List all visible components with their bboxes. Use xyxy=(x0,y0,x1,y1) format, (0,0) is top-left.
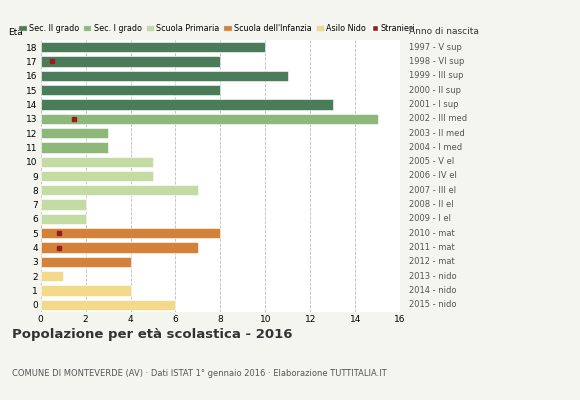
Bar xyxy=(41,257,130,267)
Text: COMUNE DI MONTEVERDE (AV) · Dati ISTAT 1° gennaio 2016 · Elaborazione TUTTITALIA: COMUNE DI MONTEVERDE (AV) · Dati ISTAT 1… xyxy=(12,369,386,378)
Bar xyxy=(41,99,333,110)
Bar xyxy=(41,200,86,210)
Bar xyxy=(41,114,378,124)
Text: 2013 - nido: 2013 - nido xyxy=(409,272,457,281)
Bar xyxy=(41,228,220,238)
Text: 2002 - III med: 2002 - III med xyxy=(409,114,467,123)
Text: 2001 - I sup: 2001 - I sup xyxy=(409,100,459,109)
Text: 2000 - II sup: 2000 - II sup xyxy=(409,86,462,95)
Bar xyxy=(41,156,153,167)
Legend: Sec. II grado, Sec. I grado, Scuola Primaria, Scuola dell'Infanzia, Asilo Nido, : Sec. II grado, Sec. I grado, Scuola Prim… xyxy=(20,24,415,33)
Text: 2008 - II el: 2008 - II el xyxy=(409,200,454,209)
Text: Età: Età xyxy=(8,28,23,37)
Text: 2004 - I med: 2004 - I med xyxy=(409,143,463,152)
Text: 2010 - mat: 2010 - mat xyxy=(409,229,455,238)
Text: Popolazione per età scolastica - 2016: Popolazione per età scolastica - 2016 xyxy=(12,328,292,341)
Bar xyxy=(41,242,198,253)
Bar xyxy=(41,171,153,181)
Bar xyxy=(41,214,86,224)
Text: 2006 - IV el: 2006 - IV el xyxy=(409,172,458,180)
Text: 1997 - V sup: 1997 - V sup xyxy=(409,43,462,52)
Text: 2007 - III el: 2007 - III el xyxy=(409,186,456,195)
Text: 2003 - II med: 2003 - II med xyxy=(409,128,465,138)
Bar xyxy=(41,285,130,296)
Bar xyxy=(41,128,108,138)
Text: 2005 - V el: 2005 - V el xyxy=(409,157,455,166)
Text: 2014 - nido: 2014 - nido xyxy=(409,286,457,295)
Text: 1998 - VI sup: 1998 - VI sup xyxy=(409,57,465,66)
Bar xyxy=(41,300,175,310)
Bar xyxy=(41,56,220,67)
Bar xyxy=(41,142,108,152)
Bar xyxy=(41,271,63,281)
Bar xyxy=(41,85,220,95)
Text: 2009 - I el: 2009 - I el xyxy=(409,214,451,224)
Bar xyxy=(41,42,265,52)
Text: 2015 - nido: 2015 - nido xyxy=(409,300,457,309)
Text: 2012 - mat: 2012 - mat xyxy=(409,257,455,266)
Bar xyxy=(41,185,198,196)
Text: 1999 - III sup: 1999 - III sup xyxy=(409,71,464,80)
Text: 2011 - mat: 2011 - mat xyxy=(409,243,455,252)
Text: Anno di nascita: Anno di nascita xyxy=(409,28,479,36)
Bar xyxy=(41,71,288,81)
